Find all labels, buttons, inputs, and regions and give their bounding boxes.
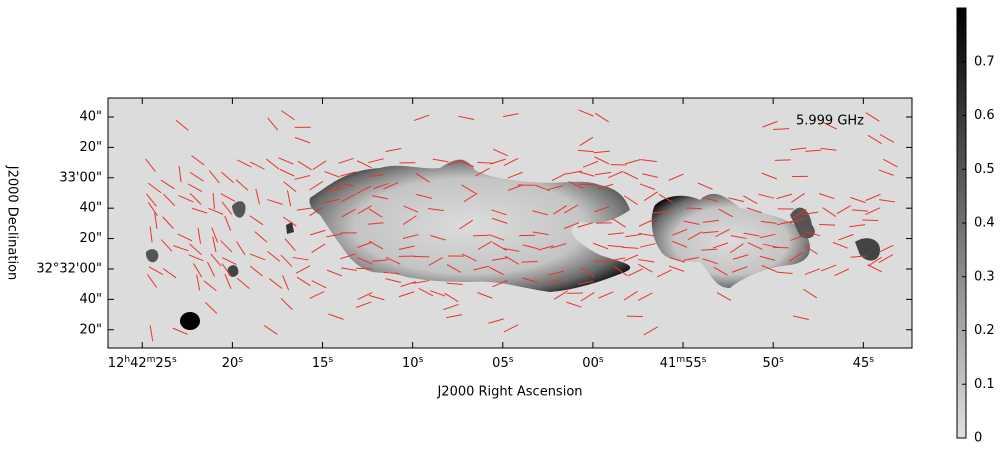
x-tick-label: 50s xyxy=(763,355,785,370)
colorbar-tick-label: 0.5 xyxy=(974,162,995,177)
vector xyxy=(522,261,538,262)
x-tick-label: 45s xyxy=(853,355,875,370)
colorbar-tick-label: 0.3 xyxy=(974,269,995,284)
y-tick-label: 40" xyxy=(79,292,102,307)
y-tick-label: 20" xyxy=(79,231,102,246)
colorbar-tick-label: 0.4 xyxy=(974,216,995,231)
y-tick-label: 20" xyxy=(79,140,102,155)
vector xyxy=(773,247,789,248)
y-tick-label: 40" xyxy=(79,201,102,216)
x-tick-label: 10s xyxy=(402,355,424,370)
y-tick-label: 40" xyxy=(79,109,102,124)
x-tick-label: 12h42m25s xyxy=(108,355,177,370)
x-axis-label: J2000 Right Ascension xyxy=(436,385,582,400)
y-tick-label: 33'00" xyxy=(59,170,102,185)
colorbar-tick-label: 0.1 xyxy=(974,377,995,392)
colorbar-tick-label: 0 xyxy=(974,431,982,446)
colorbar-tick-label: 0.6 xyxy=(974,108,995,123)
vector xyxy=(356,268,372,269)
y-tick-label: 32°32'00" xyxy=(36,261,102,276)
vector xyxy=(473,235,489,236)
x-tick-label: 00s xyxy=(582,355,604,370)
y-axis-label: J2000 Declination xyxy=(5,165,20,281)
y-tick-label: 20" xyxy=(79,322,102,337)
vector xyxy=(819,224,835,225)
colorbar-tick-label: 0.2 xyxy=(974,323,995,338)
x-tick-label: 41m55s xyxy=(660,355,707,370)
colorbar-tick-label: 0.7 xyxy=(974,54,995,69)
x-tick-label: 15s xyxy=(312,355,334,370)
beam xyxy=(180,312,200,330)
annotation: 5.999 GHz xyxy=(796,114,864,129)
x-tick-label: 05s xyxy=(492,355,514,370)
x-tick-label: 20s xyxy=(222,355,244,370)
